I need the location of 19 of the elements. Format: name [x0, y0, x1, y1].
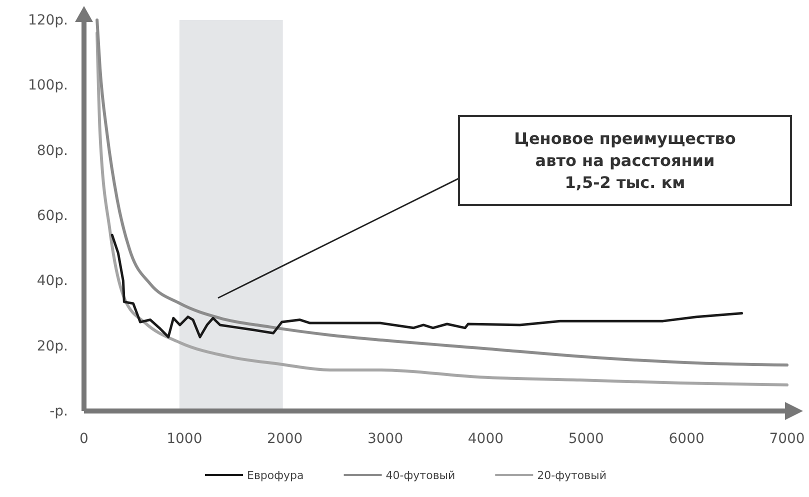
x-tick-label: 0: [80, 430, 88, 447]
legend-label: 20-футовый: [537, 469, 606, 482]
x-tick-label: 2000: [267, 430, 303, 447]
y-tick-label: 20р.: [36, 338, 68, 354]
y-tick-label: 60р.: [36, 208, 68, 224]
x-tick-label: 3000: [367, 430, 404, 447]
x-tick-label: 4000: [468, 430, 504, 447]
legend-label: Еврофура: [247, 469, 304, 482]
x-tick-label: 5000: [568, 430, 604, 447]
y-tick-label: 100р.: [28, 78, 68, 94]
x-tick-label: 1000: [166, 430, 202, 447]
y-tick-label: 80р.: [36, 142, 68, 159]
legend-label: 40-футовый: [386, 469, 456, 482]
x-tick-label: 6000: [668, 430, 704, 447]
x-tick-label: 7000: [769, 430, 805, 447]
y-tick-label: 120р.: [28, 12, 68, 28]
y-tick-label: 40р.: [36, 273, 68, 290]
annotation: Ценовое преимущество авто на расстоянии 1,5-2 тыс. км: [514, 129, 736, 192]
y-tick-label: -р.: [50, 403, 68, 420]
